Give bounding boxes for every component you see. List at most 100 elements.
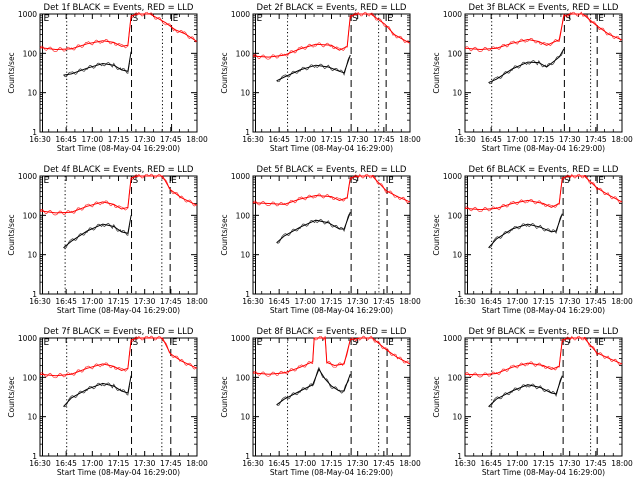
x-tick-label: 17:15	[533, 459, 555, 468]
x-tick-label: 17:30	[134, 297, 156, 306]
x-tick-label: 17:30	[559, 459, 581, 468]
series-line-black	[488, 48, 565, 84]
x-axis-label: Start Time (08-May-04 16:29:00)	[482, 144, 605, 153]
y-tick-label: 10	[27, 413, 37, 422]
x-tick-label: 17:00	[295, 459, 317, 468]
x-tick-label: 17:45	[373, 135, 395, 144]
x-tick-label: 17:45	[585, 135, 607, 144]
x-tick-label: 18:00	[399, 459, 421, 468]
series-noise-red	[252, 173, 409, 207]
chart-title: Det 1f BLACK = Events, RED = LLD	[44, 3, 194, 13]
y-tick-label: 1	[32, 128, 37, 137]
plot-frame	[252, 337, 411, 457]
x-tick-label: 16:45	[55, 459, 77, 468]
x-tick-label: 16:30	[454, 459, 476, 468]
x-tick-label: 18:00	[611, 459, 633, 468]
x-tick-label: 17:15	[533, 297, 555, 306]
y-axis-label: Counts/sec	[220, 376, 229, 417]
y-axis: 1 10 100 1000	[18, 334, 197, 461]
chart-title: Det 6f BLACK = Events, RED = LLD	[469, 165, 619, 175]
series-group	[252, 11, 411, 83]
x-tick-label: 17:45	[160, 135, 182, 144]
marker-label: E	[257, 338, 263, 348]
marker-label: S	[352, 338, 358, 348]
y-tick-label: 100	[23, 211, 38, 220]
chart-title: Det 3f BLACK = Events, RED = LLD	[469, 3, 619, 13]
y-axis-label: Counts/sec	[7, 214, 16, 255]
y-axis: 1 10 100 1000	[443, 172, 622, 299]
x-axis: 16:30 16:45 17:00 17:15 17:30 17:45 18:00	[454, 338, 633, 468]
x-axis: 16:30 16:45 17:00 17:15 17:30 17:45 18:00	[454, 14, 633, 144]
y-tick-label: 1000	[443, 10, 462, 19]
chart-panel-8: Det 8f BLACK = Events, RED = LLD 1 10 100 10…	[220, 327, 421, 477]
x-tick-label: 16:45	[55, 297, 77, 306]
x-tick-label: 16:30	[29, 135, 51, 144]
x-tick-label: 17:00	[82, 297, 104, 306]
y-axis-label: Counts/sec	[7, 52, 16, 93]
y-tick-label: 1	[245, 128, 250, 137]
series-noise-black	[276, 56, 350, 83]
x-tick-label: 16:45	[480, 135, 502, 144]
y-tick-label: 1000	[18, 10, 37, 19]
x-tick-label: 18:00	[611, 297, 633, 306]
x-axis-label: Start Time (08-May-04 16:29:00)	[270, 306, 393, 315]
x-tick-label: 18:00	[611, 135, 633, 144]
x-tick-label: 17:30	[134, 135, 156, 144]
series-group	[252, 173, 411, 244]
x-tick-label: 16:30	[242, 459, 264, 468]
y-tick-label: 1000	[231, 10, 250, 19]
x-tick-label: 16:45	[480, 459, 502, 468]
marker-label: S	[352, 14, 358, 24]
marker-label: E	[598, 14, 604, 24]
plot-frame	[464, 13, 623, 133]
series-group	[464, 335, 623, 408]
x-tick-label: 16:30	[29, 459, 51, 468]
x-axis: 16:30 16:45 17:00 17:15 17:30 17:45 18:00	[29, 14, 208, 144]
series-noise-red	[39, 11, 197, 52]
chart-panel-4: Det 4f BLACK = Events, RED = LLD 1 10 100 10…	[7, 165, 208, 315]
series-noise-red	[252, 11, 409, 60]
y-axis: 1 10 100 1000	[18, 10, 197, 137]
y-tick-label: 1000	[443, 172, 462, 181]
y-tick-label: 1	[245, 290, 250, 299]
x-tick-label: 16:30	[242, 135, 264, 144]
chart-panel-3: Det 3f BLACK = Events, RED = LLD 1 10 100 10…	[432, 3, 633, 153]
x-tick-label: 16:45	[55, 135, 77, 144]
series-group	[39, 11, 198, 78]
y-tick-label: 1000	[443, 334, 462, 343]
chart-title: Det 8f BLACK = Events, RED = LLD	[257, 327, 407, 337]
x-axis-label: Start Time (08-May-04 16:29:00)	[57, 306, 180, 315]
x-tick-label: 17:45	[160, 297, 182, 306]
x-tick-label: 17:00	[295, 297, 317, 306]
y-tick-label: 10	[452, 251, 462, 260]
series-line-black	[488, 375, 563, 407]
plot-frame	[464, 175, 623, 295]
chart-title: Det 4f BLACK = Events, RED = LLD	[44, 165, 194, 175]
x-tick-label: 17:30	[347, 459, 369, 468]
x-tick-label: 18:00	[186, 297, 208, 306]
plot-frame	[252, 175, 411, 295]
chart-panel-5: Det 5f BLACK = Events, RED = LLD 1 10 100 10…	[220, 165, 421, 315]
y-tick-label: 1	[457, 290, 462, 299]
x-tick-label: 17:30	[559, 135, 581, 144]
series-group	[39, 335, 198, 408]
marker-label: S	[133, 338, 139, 348]
x-tick-label: 16:30	[454, 297, 476, 306]
marker-label: S	[564, 338, 570, 348]
y-axis: 1 10 100 1000	[231, 172, 410, 299]
series-noise-black	[63, 61, 130, 78]
x-axis-label: Start Time (08-May-04 16:29:00)	[270, 468, 393, 477]
x-tick-label: 17:00	[82, 459, 104, 468]
x-tick-label: 17:30	[347, 135, 369, 144]
x-tick-label: 17:00	[507, 135, 529, 144]
y-tick-label: 10	[452, 413, 462, 422]
x-tick-label: 17:45	[160, 459, 182, 468]
marker-label: E	[257, 14, 263, 24]
y-tick-label: 10	[240, 251, 250, 260]
y-tick-label: 1	[32, 452, 37, 461]
x-tick-label: 16:30	[454, 135, 476, 144]
